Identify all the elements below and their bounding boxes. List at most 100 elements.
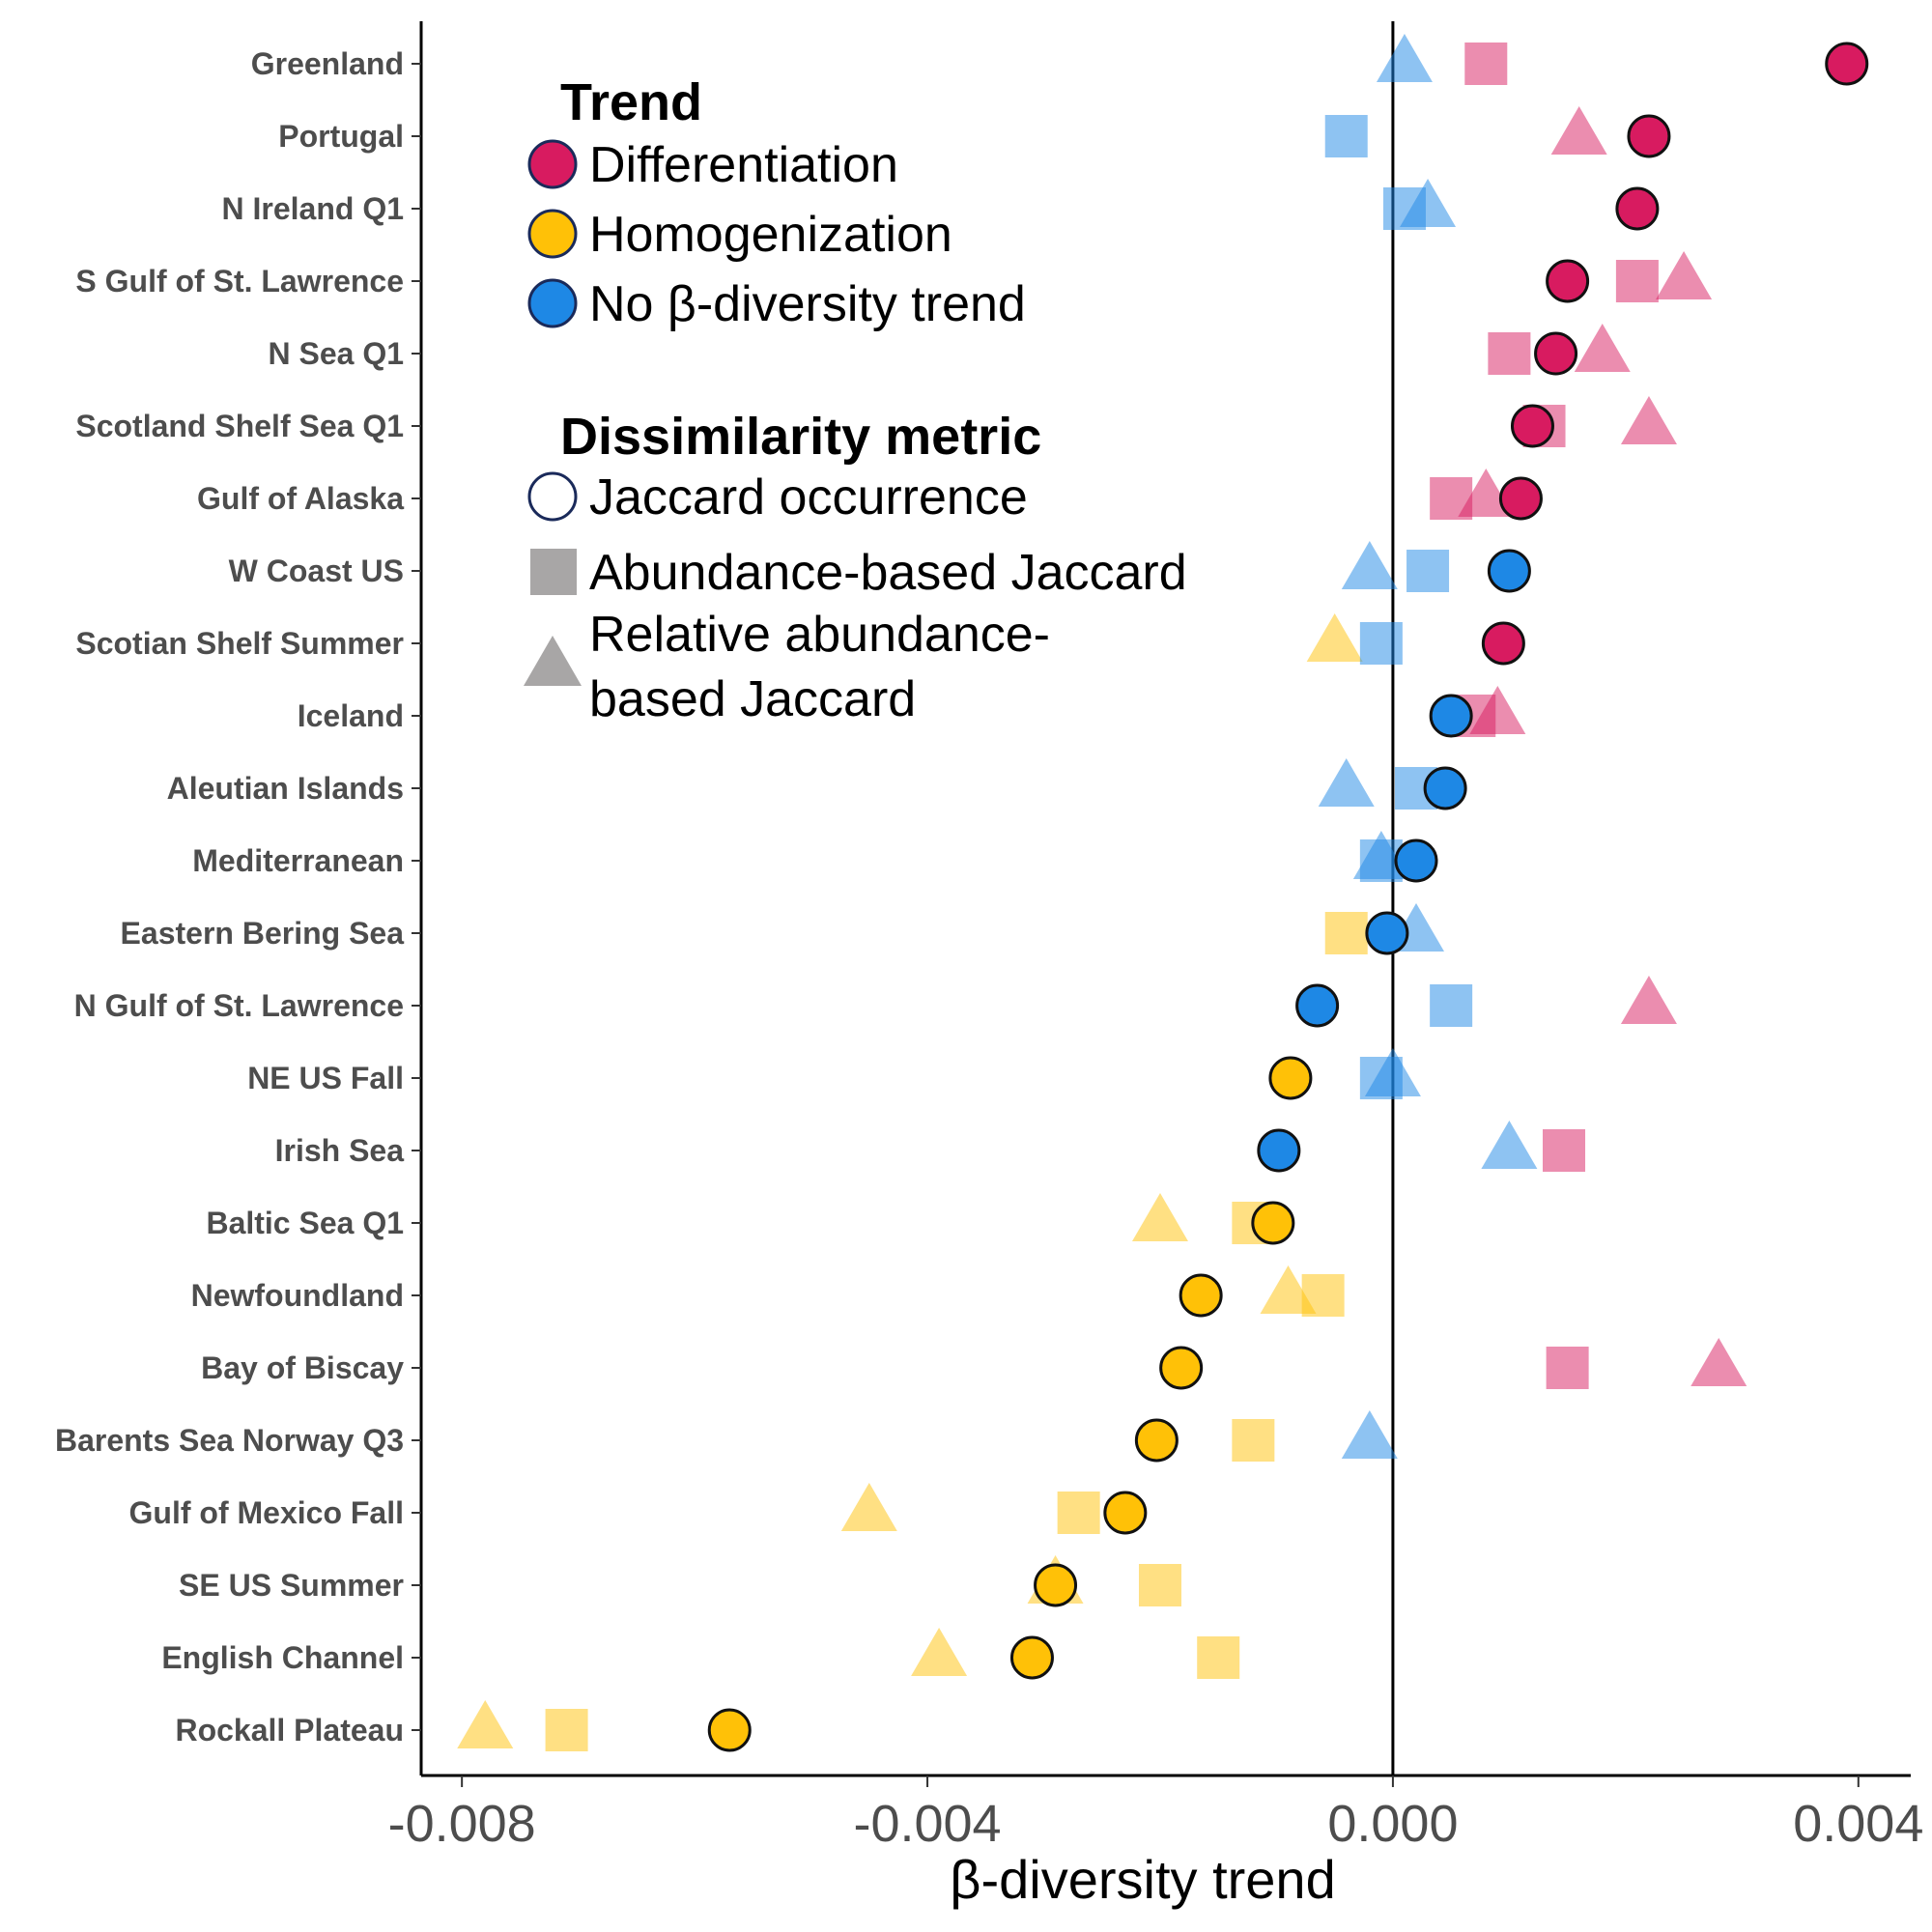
category-label: Newfoundland <box>191 1278 404 1313</box>
point-relative-abundance-jaccard <box>1620 396 1677 444</box>
legend-metric-label: Jaccard occurrence <box>589 469 1028 526</box>
point-relative-abundance-jaccard <box>1376 34 1433 82</box>
point-relative-abundance-jaccard <box>1318 758 1375 807</box>
point-relative-abundance-jaccard <box>840 1483 897 1531</box>
point-jaccard-occurrence <box>1034 1563 1078 1607</box>
point-jaccard-occurrence <box>1627 114 1671 158</box>
point-jaccard-occurrence <box>1268 1056 1313 1100</box>
point-jaccard-occurrence <box>1615 186 1660 231</box>
category-label: Irish Sea <box>275 1133 405 1168</box>
point-jaccard-occurrence <box>1103 1491 1148 1535</box>
category-label: Rockall Plateau <box>175 1713 404 1747</box>
category-label: Barents Sea Norway Q3 <box>55 1423 404 1458</box>
category-label: Scotland Shelf Sea Q1 <box>75 409 404 443</box>
point-relative-abundance-jaccard <box>1341 541 1398 589</box>
point-abundance-jaccard <box>1430 984 1473 1027</box>
point-abundance-jaccard <box>1615 260 1659 302</box>
category-label: Greenland <box>251 46 404 81</box>
point-abundance-jaccard <box>1232 1419 1275 1462</box>
legend-trend-title: Trend <box>560 73 702 131</box>
category-label: Eastern Bering Sea <box>121 916 405 951</box>
point-jaccard-occurrence <box>1365 911 1409 955</box>
point-jaccard-occurrence <box>1825 42 1869 86</box>
point-jaccard-occurrence <box>1159 1346 1204 1390</box>
point-jaccard-occurrence <box>1481 621 1525 666</box>
legend-trend-key <box>527 209 578 259</box>
point-relative-abundance-jaccard <box>1131 1193 1188 1241</box>
category-label: English Channel <box>161 1640 404 1675</box>
point-jaccard-occurrence <box>1546 259 1590 303</box>
point-jaccard-occurrence <box>1498 476 1543 521</box>
point-abundance-jaccard <box>1057 1492 1100 1534</box>
point-abundance-jaccard <box>1464 43 1508 85</box>
point-relative-abundance-jaccard <box>1656 251 1713 299</box>
point-jaccard-occurrence <box>1251 1201 1295 1245</box>
category-label: NE US Fall <box>247 1061 404 1095</box>
legend-trend-label: Differentiation <box>589 137 898 193</box>
point-jaccard-occurrence <box>1510 404 1554 448</box>
category-label: Portugal <box>278 119 404 154</box>
category-label: Aleutian Islands <box>167 771 404 806</box>
point-abundance-jaccard <box>1382 187 1426 230</box>
point-relative-abundance-jaccard <box>1306 613 1363 662</box>
legend-metric-key <box>524 636 582 686</box>
legend-trend-key <box>527 139 578 189</box>
legend-trend-key <box>527 278 578 328</box>
category-label: N Sea Q1 <box>268 336 404 371</box>
legend-metric-label: based Jaccard <box>589 671 916 727</box>
point-abundance-jaccard <box>1430 477 1473 520</box>
point-jaccard-occurrence <box>1295 983 1340 1028</box>
legend-metric-label: Relative abundance- <box>589 607 1050 663</box>
point-jaccard-occurrence <box>1394 838 1438 883</box>
category-label: W Coast US <box>229 554 404 588</box>
point-relative-abundance-jaccard <box>457 1700 514 1748</box>
category-label: SE US Summer <box>179 1568 404 1603</box>
category-label: Scotian Shelf Summer <box>75 626 404 661</box>
point-jaccard-occurrence <box>1179 1273 1223 1318</box>
point-abundance-jaccard <box>1324 115 1368 157</box>
point-abundance-jaccard <box>1301 1274 1345 1317</box>
x-axis-title: β-diversity trend <box>950 1849 1335 1910</box>
point-abundance-jaccard <box>1138 1564 1181 1606</box>
point-abundance-jaccard <box>545 1709 588 1751</box>
category-label: N Gulf of St. Lawrence <box>74 988 404 1023</box>
legend-metric-key <box>527 471 578 522</box>
point-jaccard-occurrence <box>1429 694 1473 738</box>
point-jaccard-occurrence <box>1423 766 1467 810</box>
point-relative-abundance-jaccard <box>1620 976 1677 1024</box>
point-abundance-jaccard <box>1488 332 1531 375</box>
point-abundance-jaccard <box>1543 1129 1586 1172</box>
point-relative-abundance-jaccard <box>1574 324 1631 372</box>
point-jaccard-occurrence <box>707 1708 752 1752</box>
point-relative-abundance-jaccard <box>1690 1338 1747 1386</box>
category-label: S Gulf of St. Lawrence <box>75 264 404 298</box>
point-abundance-jaccard <box>1197 1636 1240 1679</box>
point-relative-abundance-jaccard <box>1481 1121 1538 1169</box>
legend-metric-title: Dissimilarity metric <box>560 408 1041 466</box>
category-label: Iceland <box>298 698 404 733</box>
point-relative-abundance-jaccard <box>1550 106 1607 155</box>
x-tick-label: -0.008 <box>388 1795 536 1853</box>
category-label: Bay of Biscay <box>201 1350 404 1385</box>
x-tick-label: 0.000 <box>1327 1795 1458 1853</box>
point-relative-abundance-jaccard <box>1341 1410 1398 1459</box>
category-label: N Ireland Q1 <box>222 191 405 226</box>
point-abundance-jaccard <box>1359 622 1403 665</box>
category-label: Gulf of Alaska <box>197 481 404 516</box>
point-abundance-jaccard <box>1546 1347 1589 1389</box>
category-label: Mediterranean <box>192 843 404 878</box>
legend-metric-label: Abundance-based Jaccard <box>589 545 1187 601</box>
point-jaccard-occurrence <box>1257 1128 1301 1173</box>
category-label: Baltic Sea Q1 <box>206 1206 404 1240</box>
point-abundance-jaccard <box>1406 550 1450 592</box>
point-jaccard-occurrence <box>1534 331 1578 376</box>
point-jaccard-occurrence <box>1134 1418 1179 1463</box>
legend-trend-label: Homogenization <box>589 207 952 263</box>
point-jaccard-occurrence <box>1487 549 1531 593</box>
x-tick-label: -0.004 <box>853 1795 1001 1853</box>
point-jaccard-occurrence <box>1009 1635 1054 1680</box>
point-abundance-jaccard <box>1324 912 1368 954</box>
category-label: Gulf of Mexico Fall <box>129 1495 404 1530</box>
